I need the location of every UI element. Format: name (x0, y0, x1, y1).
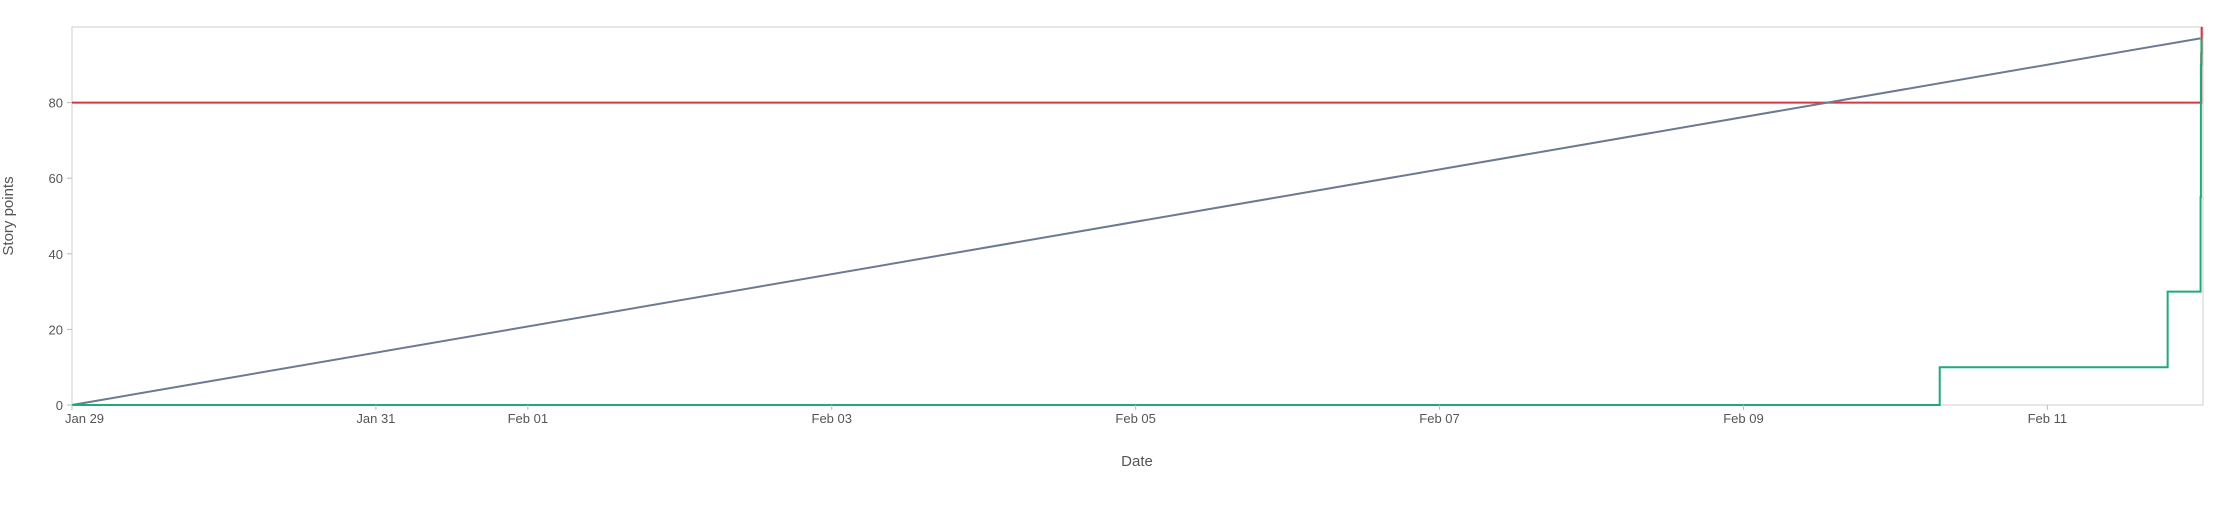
x-axis-title: Date (1121, 453, 1153, 470)
x-tick-label-2: Jan 31 (356, 411, 395, 426)
series-layer (71, 27, 2203, 406)
x-tick-label-1: Jan 29 (65, 411, 104, 426)
plot-area-frame (71, 26, 2204, 406)
series-line-2 (71, 37, 2201, 406)
axes-layer: 0 20 40 60 80 Jan 29 Jan 31 Feb 01 Feb 03 Feb 05 F… (49, 96, 2068, 426)
y-tick-label-80: 80 (49, 96, 63, 111)
x-tick-label-3: Feb 01 (508, 411, 548, 426)
x-tick-label-6: Feb 07 (1419, 411, 1459, 426)
x-tick-label-8: Feb 11 (2028, 411, 2068, 426)
series-line-3 (72, 38, 2203, 406)
y-axis-title: Story points (0, 176, 17, 255)
y-tick-label-0: 0 (56, 398, 63, 413)
y-tick-label-40: 40 (49, 247, 63, 262)
x-tick-label-7: Feb 09 (1723, 411, 1763, 426)
y-tick-label-20: 20 (49, 322, 63, 337)
x-tick-label-5: Feb 05 (1115, 411, 1155, 426)
x-tick-label-4: Feb 03 (812, 411, 852, 426)
y-tick-label-60: 60 (49, 171, 63, 186)
